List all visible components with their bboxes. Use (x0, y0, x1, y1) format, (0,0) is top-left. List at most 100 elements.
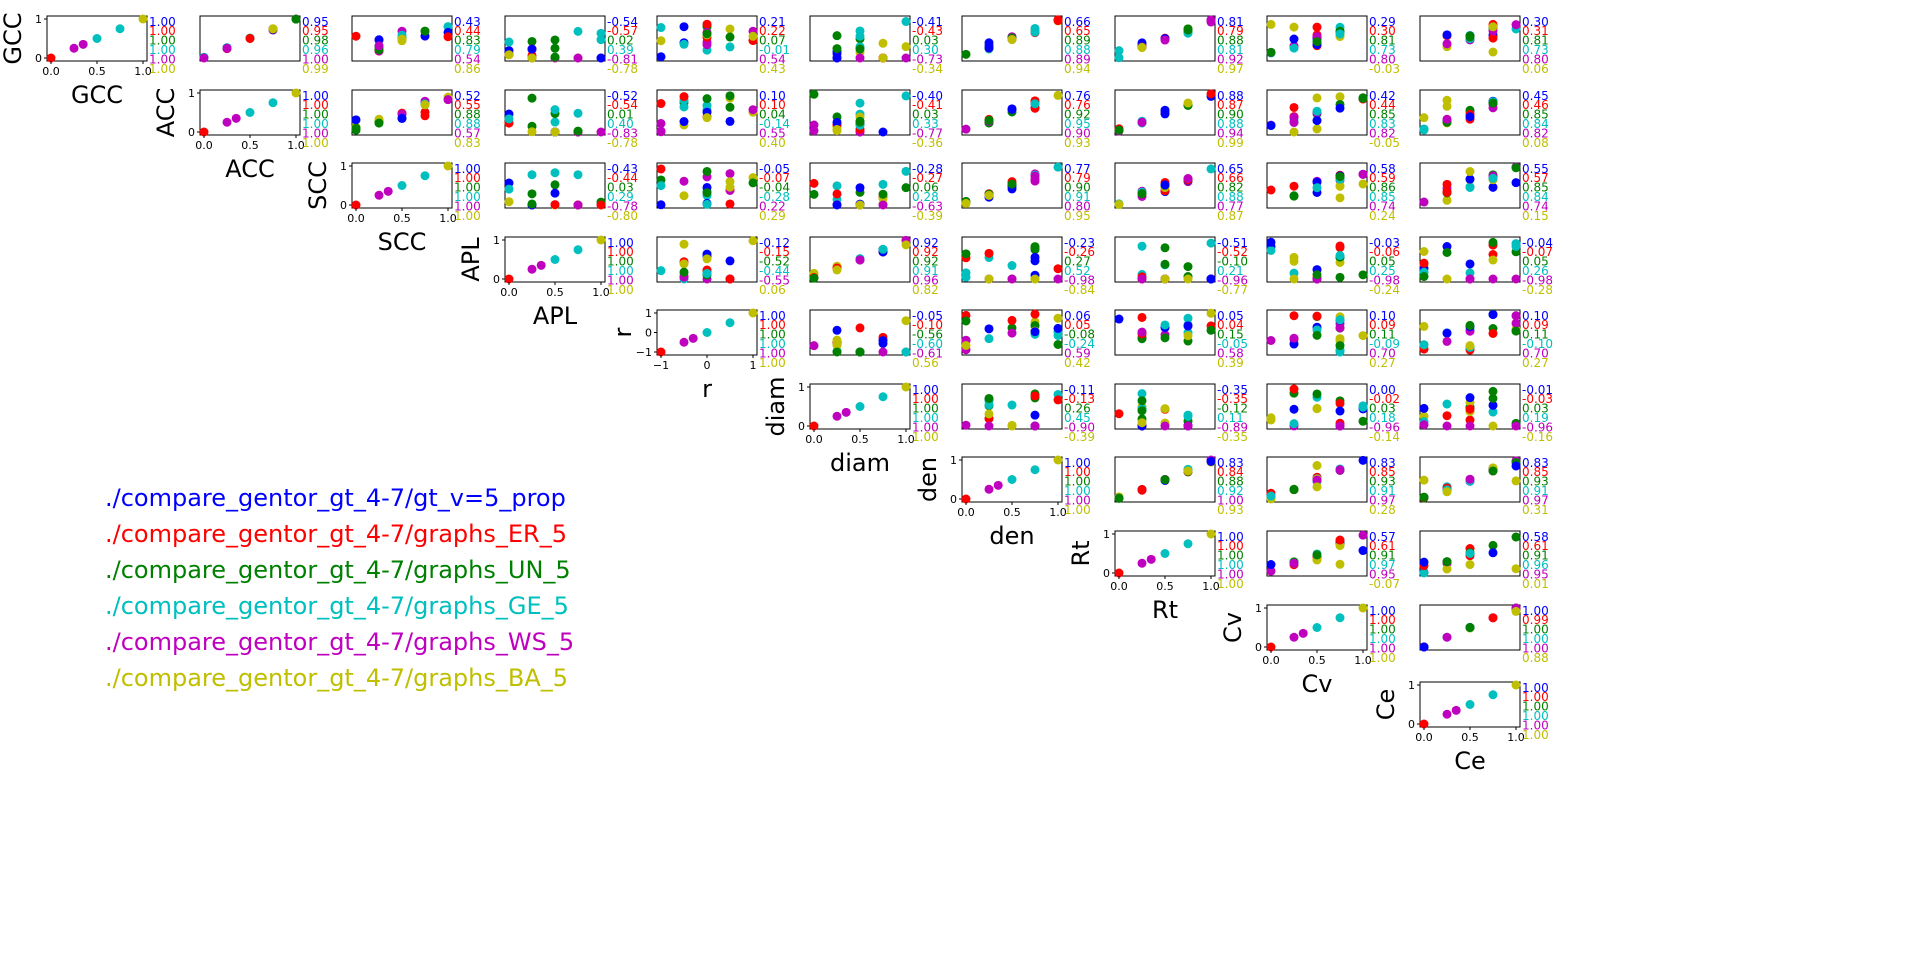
correlation-label: 0.74 (1522, 199, 1549, 213)
x-tick-label: 0.5 (1308, 654, 1326, 667)
data-point (809, 178, 819, 188)
data-point (1312, 403, 1322, 413)
correlation-label: -0.16 (1522, 430, 1553, 444)
x-axis-label: Cv (1302, 670, 1333, 698)
subplot-APL-r: -0.12-0.15-0.52-0.44-0.550.06 (656, 236, 790, 297)
data-point (1030, 99, 1040, 109)
correlation-label: 1.00 (1217, 530, 1244, 544)
data-point (1358, 546, 1368, 556)
data-point (1488, 98, 1498, 108)
subplot-Rt-Cv: 0.570.610.910.970.95-0.07 (1266, 530, 1400, 591)
data-point (1053, 455, 1063, 465)
data-point (1137, 312, 1147, 322)
correlation-labels: 0.050.040.15-0.050.580.39 (1217, 309, 1248, 370)
correlation-label: 1.00 (912, 420, 939, 434)
correlation-label: -0.27 (912, 171, 943, 185)
y-tick-label: 1 (798, 381, 805, 394)
data-point (1114, 46, 1124, 56)
data-point (1053, 274, 1063, 284)
data-point (1053, 90, 1063, 100)
correlation-label: 0.29 (607, 190, 634, 204)
correlation-label: 0.76 (1064, 98, 1091, 112)
data-point (1335, 347, 1345, 357)
data-point (1160, 320, 1170, 330)
data-point (138, 14, 148, 24)
correlation-labels: 0.300.310.810.730.800.06 (1522, 15, 1549, 76)
correlation-label: 0.90 (1064, 181, 1091, 195)
data-point (1007, 261, 1017, 271)
data-points (1266, 530, 1368, 576)
data-point (1298, 628, 1308, 638)
data-points (504, 168, 606, 210)
correlation-label: 0.99 (1522, 613, 1549, 627)
data-points (1114, 389, 1193, 431)
x-tick-label: −1 (653, 359, 669, 372)
data-point (984, 115, 994, 125)
correlation-label: -0.56 (912, 328, 943, 342)
correlation-label: 0.42 (1064, 356, 1091, 370)
correlation-labels: 0.290.300.810.730.80-0.03 (1369, 15, 1400, 76)
data-point (1053, 15, 1063, 25)
data-points (832, 17, 911, 63)
data-point (1465, 560, 1475, 570)
data-point (1335, 272, 1345, 282)
data-point (1160, 549, 1170, 558)
correlation-label: 0.29 (1369, 15, 1396, 29)
correlation-label: 0.81 (1217, 15, 1244, 29)
y-axis-ticks: 01 (950, 454, 962, 506)
data-point (1007, 475, 1017, 484)
correlation-label: -0.24 (1064, 337, 1095, 351)
data-point (397, 181, 407, 190)
data-point (1419, 420, 1429, 430)
data-point (702, 188, 712, 198)
correlation-label: 0.81 (1369, 34, 1396, 48)
correlation-label: 0.03 (1369, 402, 1396, 416)
correlation-label: 0.43 (759, 62, 786, 76)
correlation-label: 0.39 (607, 43, 634, 57)
correlation-label: 0.73 (1522, 43, 1549, 57)
correlation-label: 1.00 (759, 318, 786, 332)
data-point (1266, 185, 1276, 195)
correlation-label: 0.06 (1064, 309, 1091, 323)
data-point (809, 273, 819, 283)
correlation-labels: 0.430.440.830.790.540.86 (454, 15, 481, 76)
correlation-label: -0.73 (912, 52, 943, 66)
data-point (1289, 102, 1299, 112)
correlation-labels: 0.920.920.920.910.960.82 (912, 236, 939, 297)
correlation-label: -0.83 (607, 126, 638, 140)
correlation-label: 1.00 (302, 52, 329, 66)
data-point (573, 126, 583, 136)
data-point (1183, 274, 1193, 284)
data-points (1114, 164, 1216, 210)
data-point (527, 170, 537, 180)
x-axis-ticks: 0.0 0.5 1.0 (1110, 576, 1220, 593)
data-point (1312, 37, 1322, 47)
data-point (351, 31, 361, 41)
data-point (832, 411, 842, 421)
correlation-labels: -0.54-0.570.020.39-0.81-0.78 (607, 15, 638, 76)
data-point (443, 161, 453, 171)
data-point (527, 44, 537, 54)
data-point (679, 22, 689, 32)
data-point (702, 29, 712, 39)
data-point (1114, 314, 1124, 324)
correlation-label: 0.40 (607, 117, 634, 131)
data-points (809, 166, 911, 210)
correlation-label: 0.97 (1522, 493, 1549, 507)
data-point (1206, 15, 1216, 25)
correlation-label: 0.11 (1369, 328, 1396, 342)
data-point (679, 267, 689, 277)
correlation-label: 0.88 (454, 117, 481, 131)
data-point (245, 108, 255, 117)
correlation-label: -0.03 (1369, 62, 1400, 76)
subplot-SCC-APL: -0.43-0.440.030.29-0.78-0.80 (504, 162, 638, 223)
x-axis-label: den (989, 522, 1034, 550)
data-point (1335, 535, 1345, 545)
correlation-label: 0.01 (1522, 577, 1549, 591)
correlation-label: 0.30 (912, 43, 939, 57)
data-point (504, 37, 514, 47)
correlation-label: 1.00 (1064, 484, 1091, 498)
correlation-label: -0.13 (1064, 392, 1095, 406)
data-point (69, 43, 79, 53)
